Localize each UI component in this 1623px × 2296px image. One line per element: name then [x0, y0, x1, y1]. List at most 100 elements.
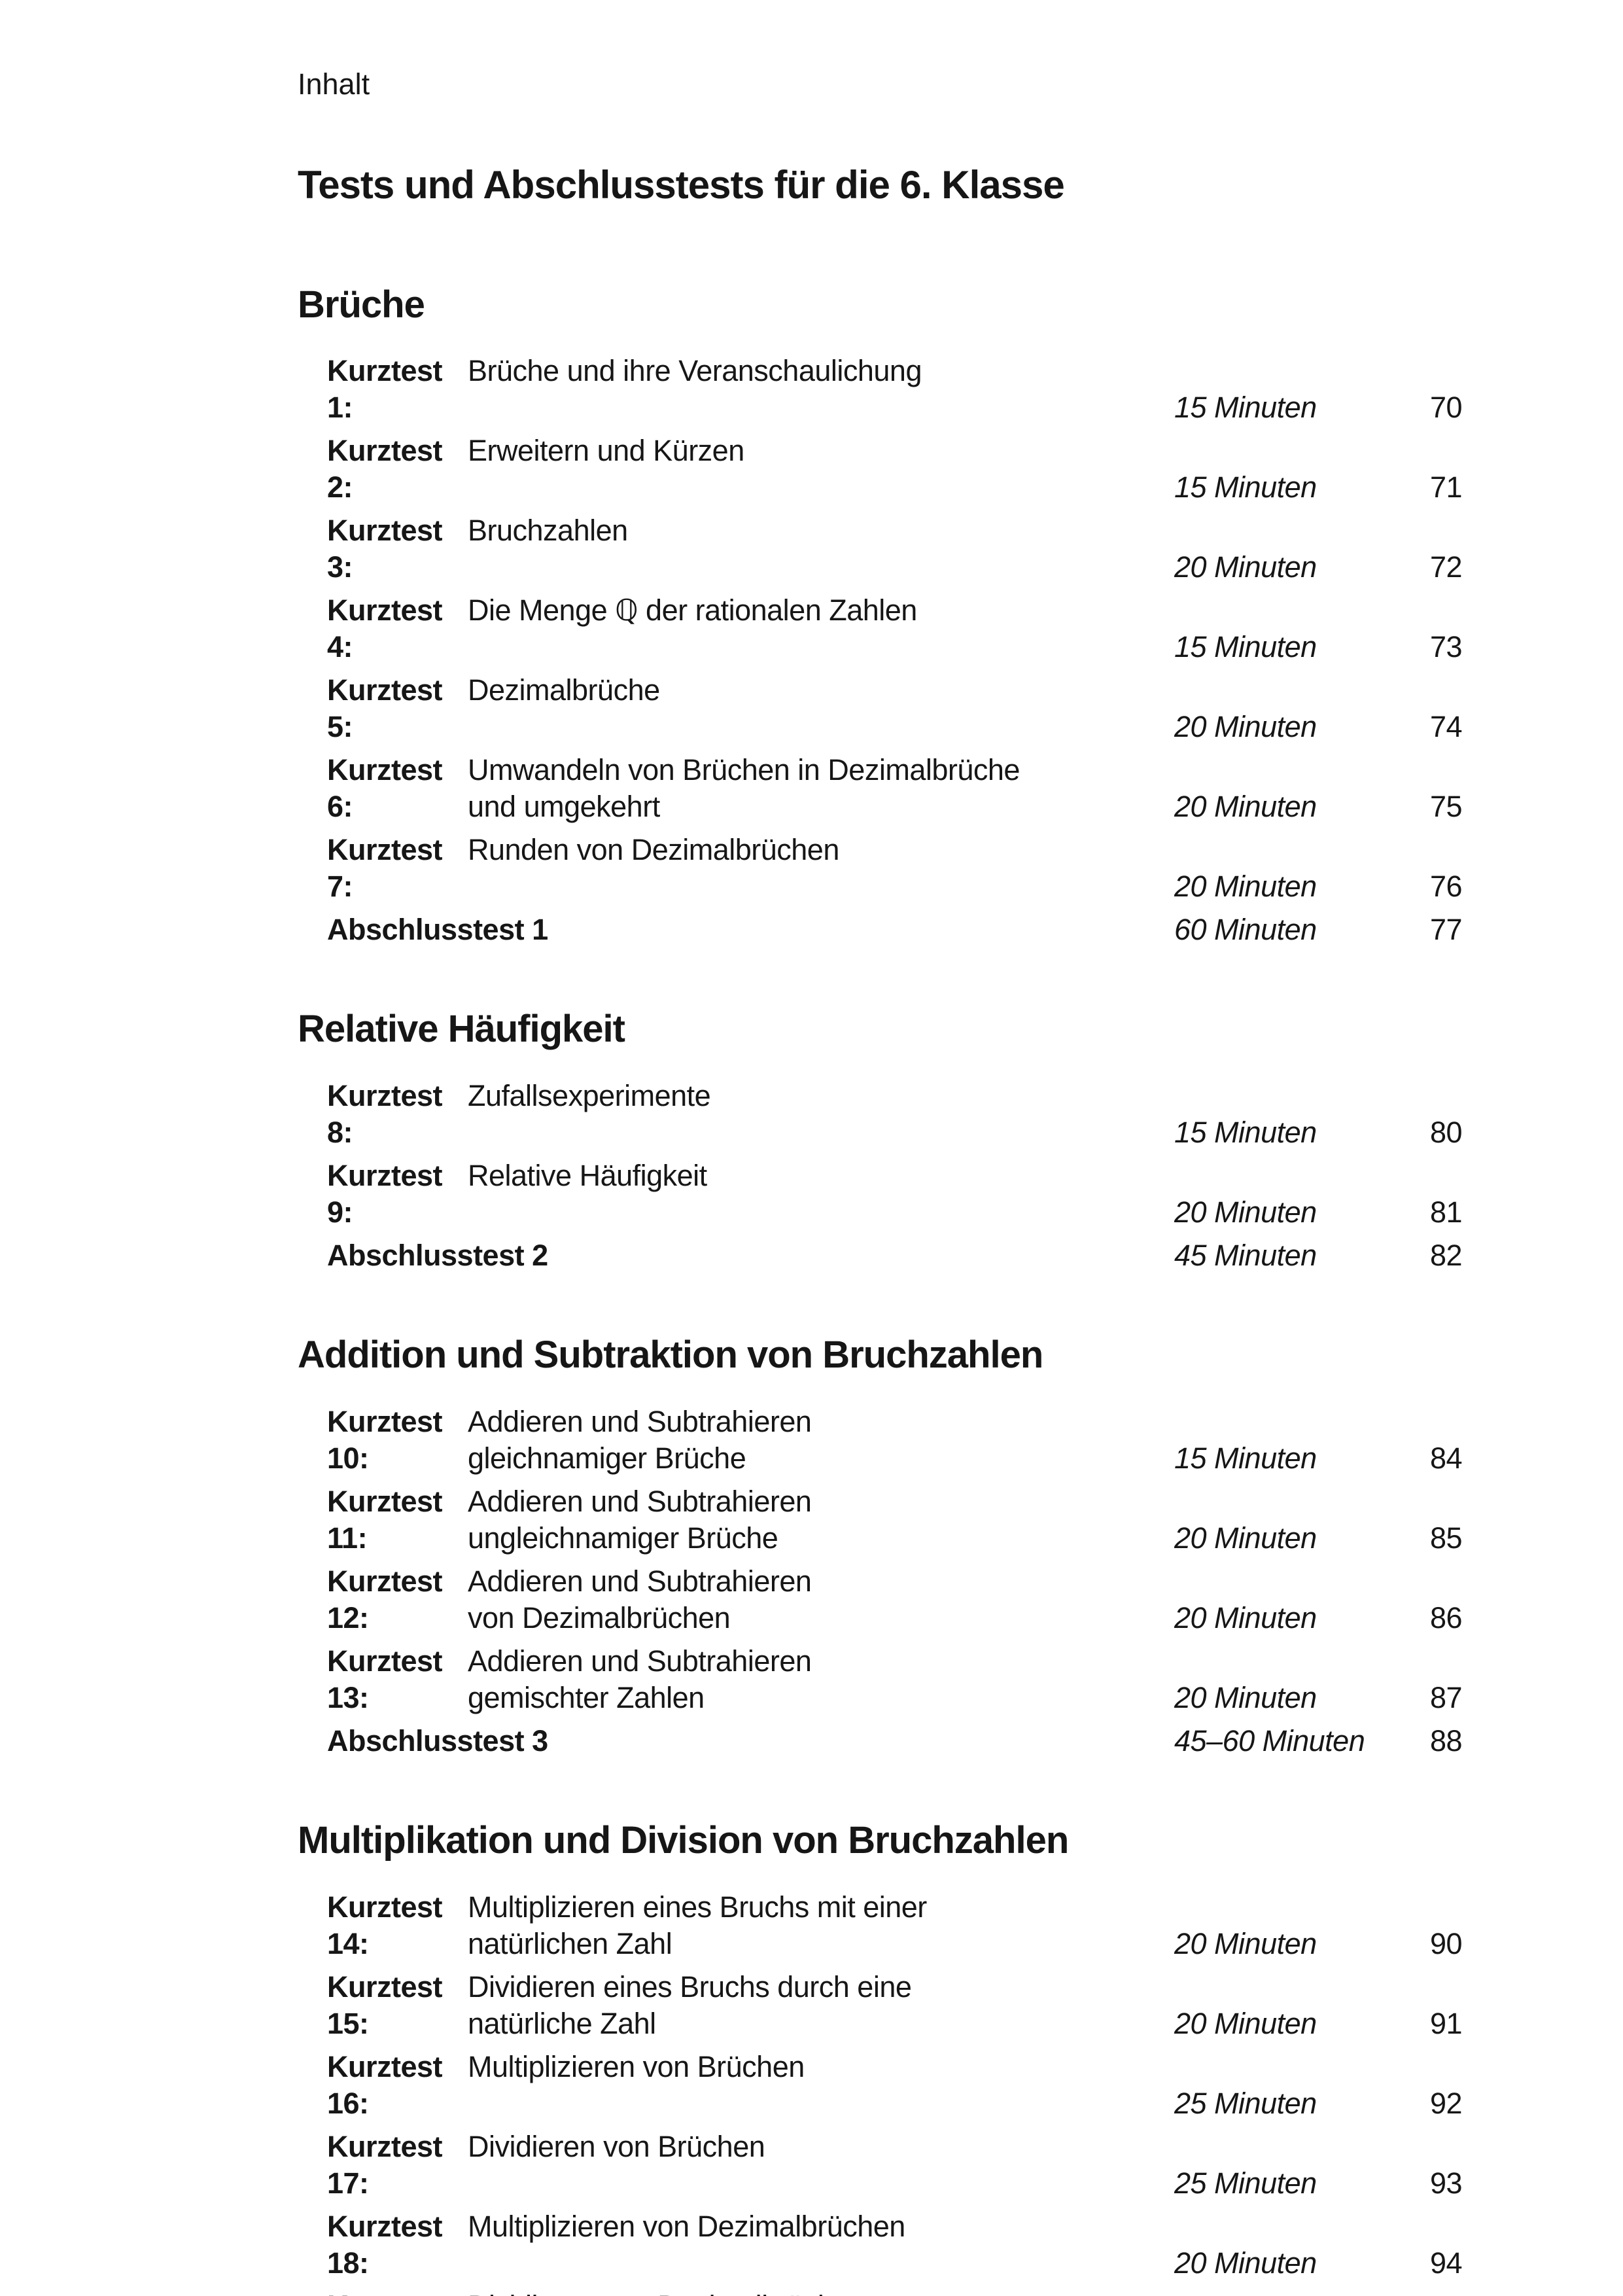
section-rows: Kurztest 1: Brüche und ihre Veranschauli… [298, 353, 1463, 948]
toc-section: Relative Häufigkeit Kurztest 8: Zufallse… [298, 1008, 1463, 1274]
test-duration: 20 Minuten [1174, 2006, 1317, 2040]
test-label: Abschlusstest 1 [327, 913, 548, 947]
page-number: 88 [1429, 1723, 1463, 1757]
test-title-line: Zufallsexperimente [468, 1079, 711, 1113]
test-title: Multiplizieren eines Bruchs mit einer nat… [468, 1889, 1174, 1962]
page-number: 94 [1429, 2246, 1463, 2280]
test-title-line: Relative Häufigkeit [468, 1159, 707, 1193]
test-duration: 20 Minuten [1174, 790, 1317, 824]
test-label: Kurztest 9: [327, 1159, 443, 1229]
test-title-line: Addieren und Subtrahieren [468, 1644, 812, 1678]
test-label: Kurztest 10: [327, 1404, 443, 1475]
toc-section: Multiplikation und Division von Bruchzah… [298, 1820, 1463, 2296]
test-title-line: Brüche und ihre Veranschaulichung [468, 354, 922, 388]
test-title: Dividieren von Dezimalbrüchen [468, 2288, 1174, 2296]
page-title: Tests und Abschlusstests für die 6. Klas… [298, 162, 1065, 207]
test-title: Bruchzahlen [468, 512, 1174, 586]
test-title: Addieren und Subtrahieren ungleichnamiger… [468, 1483, 1174, 1557]
test-title: Brüche und ihre Veranschaulichung [468, 353, 1174, 426]
test-title: Multiplizieren von Brüchen [468, 2049, 1174, 2122]
page-number: 74 [1429, 710, 1463, 744]
test-title-line: Dividieren von Dezimalbrüchen [468, 2288, 1174, 2296]
toc-row: Kurztest 6: Umwandeln von Brüchen in Dez… [298, 752, 1463, 825]
test-title: Addieren und Subtrahieren von Dezimalbrüc… [468, 1563, 1174, 1636]
test-label: Kurztest 1: [327, 354, 443, 425]
section-rows: Kurztest 8: Zufallsexperimente 15 Minute… [298, 1078, 1463, 1274]
toc-row: Kurztest 12: Addieren und Subtrahieren vo… [298, 1563, 1463, 1636]
test-title-line: gemischter Zahlen [468, 1680, 705, 1714]
toc-row: Kurztest 11: Addieren und Subtrahieren un… [298, 1483, 1463, 1557]
toc-row: Kurztest 17: Dividieren von Brüchen 25 M… [298, 2128, 1463, 2202]
test-title-line: Multiplizieren von Brüchen [468, 2049, 805, 2083]
test-duration: 20 Minuten [1174, 870, 1317, 904]
test-duration: 15 Minuten [1174, 470, 1317, 504]
test-title-line: Addieren und Subtrahieren [468, 1404, 812, 1438]
test-duration: 20 Minuten [1174, 1600, 1317, 1634]
page-number: 76 [1429, 870, 1463, 904]
page-number: 71 [1429, 470, 1463, 504]
test-label: Abschlusstest 2 [327, 1239, 548, 1273]
test-title: Dezimalbrüche [468, 672, 1174, 745]
test-duration: 20 Minuten [1174, 1195, 1317, 1229]
test-label: Kurztest 13: [327, 1644, 443, 1714]
page-number: 73 [1429, 630, 1463, 664]
test-label: Kurztest 15: [327, 1969, 443, 2040]
test-label: Kurztest 4: [327, 593, 443, 664]
page-number: 81 [1429, 1195, 1463, 1229]
toc-row: Kurztest 3: Bruchzahlen 20 Minuten 72 [298, 512, 1463, 586]
toc-row: Kurztest 2: Erweitern und Kürzen 15 Minu… [298, 433, 1463, 506]
test-title: Addieren und Subtrahieren gleichnamiger B… [468, 1404, 1174, 1477]
test-duration: 45–60 Minuten [1174, 1723, 1365, 1757]
page-number: 70 [1429, 391, 1463, 425]
toc-row: Kurztest 14: Multiplizieren eines Bruchs… [298, 1889, 1463, 1962]
test-label: Kurztest 17: [327, 2129, 443, 2200]
page-number: 72 [1429, 550, 1463, 584]
test-duration: 20 Minuten [1174, 2246, 1317, 2280]
page-number: 85 [1429, 1521, 1463, 1555]
test-title-line: Die Menge ℚ der rationalen Zahlen [468, 593, 917, 627]
page-number: 87 [1429, 1680, 1463, 1714]
page-number: 75 [1429, 790, 1463, 824]
toc-section: Brüche Kurztest 1: Brüche und ihre Veran… [298, 283, 1463, 949]
test-label: Kurztest 12: [327, 1564, 443, 1634]
page-number: 91 [1429, 2006, 1463, 2040]
page-number: 90 [1429, 1926, 1463, 1960]
test-title: Dividieren von Brüchen [468, 2128, 1174, 2202]
test-label: Kurztest 2: [327, 434, 443, 504]
section-heading: Addition und Subtraktion von Bruchzahlen [298, 1333, 1043, 1377]
toc-row: Kurztest 9: Relative Häufigkeit 20 Minut… [298, 1157, 1463, 1231]
test-duration: 45 Minuten [1174, 1239, 1317, 1273]
test-duration: 20 Minuten [1174, 550, 1317, 584]
test-title: Multiplizieren von Dezimalbrüchen [468, 2208, 1174, 2282]
page-number: 77 [1429, 913, 1463, 947]
toc-row: Kurztest 10: Addieren und Subtrahieren gl… [298, 1404, 1463, 1477]
test-label: Kurztest 3: [327, 514, 443, 584]
test-label: Kurztest 6: [327, 753, 443, 824]
test-duration: 20 Minuten [1174, 1926, 1317, 1960]
section-rows: Kurztest 14: Multiplizieren eines Bruchs… [298, 1889, 1463, 2296]
sections: Brüche Kurztest 1: Brüche und ihre Veran… [298, 283, 1463, 2296]
test-label: Kurztest 14: [327, 1890, 443, 1960]
test-label: Kurztest 8: [327, 1079, 443, 1150]
test-label: Kurztest 16: [327, 2049, 443, 2120]
test-duration: 15 Minuten [1174, 1441, 1317, 1475]
toc-row: Kurztest 16: Multiplizieren von Brüchen … [298, 2049, 1463, 2122]
test-label: Kurztest 7: [327, 833, 443, 904]
toc-row: Kurztest 13: Addieren und Subtrahieren ge… [298, 1643, 1463, 1716]
toc-row: Kurztest 8: Zufallsexperimente 15 Minute… [298, 1078, 1463, 1151]
test-title-line: von Dezimalbrüchen [468, 1600, 731, 1634]
test-duration: 15 Minuten [1174, 391, 1317, 425]
test-title-line: Bruchzahlen [468, 514, 628, 548]
test-label: Kurztest 5: [327, 673, 443, 744]
test-duration: 15 Minuten [1174, 1116, 1317, 1150]
test-duration: 15 Minuten [1174, 630, 1317, 664]
test-title: Dividieren eines Bruchs durch eine natürl… [468, 1969, 1174, 2042]
test-title-line: Addieren und Subtrahieren [468, 1484, 812, 1518]
test-title: Die Menge ℚ der rationalen Zahlen [468, 592, 1174, 665]
test-title: Erweitern und Kürzen [468, 433, 1174, 506]
test-label: Kurztest 11: [327, 1484, 443, 1555]
test-title-line: Multiplizieren eines Bruchs mit einer [468, 1890, 927, 1924]
test-title: Runden von Dezimalbrüchen [468, 832, 1174, 905]
test-duration: 25 Minuten [1174, 2086, 1317, 2120]
